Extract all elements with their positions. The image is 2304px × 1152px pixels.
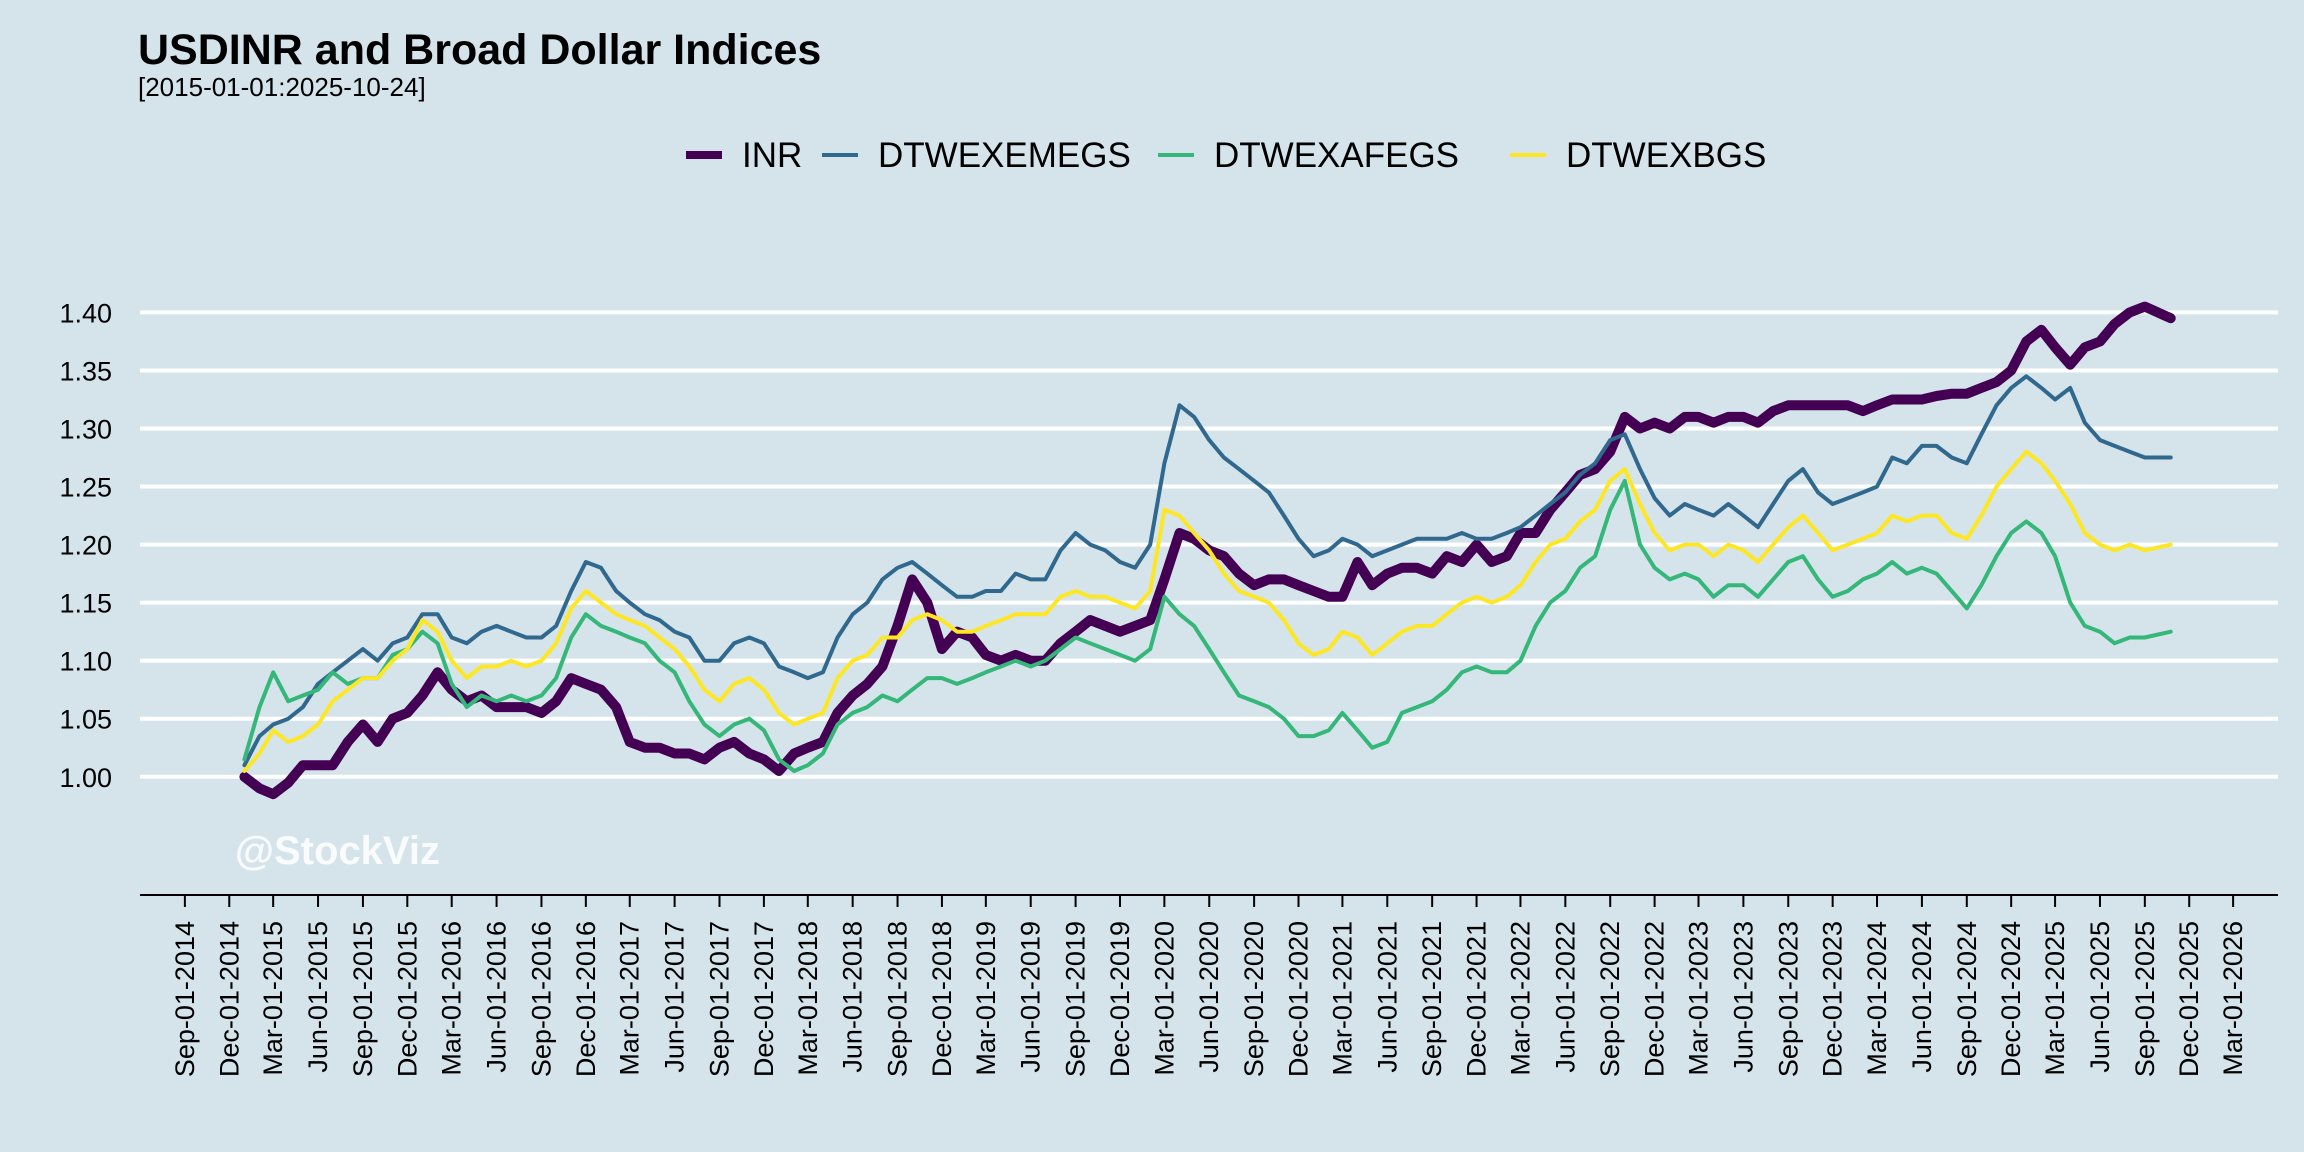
x-tick-label: Sep-01-2022 xyxy=(1595,921,1625,1077)
x-tick-label: Dec-01-2016 xyxy=(571,921,601,1077)
y-axis: 1.00 1.05 1.10 1.15 1.20 1.25 1.30 1.35 1.40 xyxy=(59,298,112,792)
x-tick-label: Sep-01-2025 xyxy=(2130,921,2160,1077)
watermark: @StockViz xyxy=(235,829,440,873)
x-tick-label: Dec-01-2015 xyxy=(392,921,422,1077)
x-tick-label: Dec-01-2021 xyxy=(1462,921,1492,1077)
y-tick-label: 1.15 xyxy=(59,589,112,619)
chart-subtitle: [2015-01-01:2025-10-24] xyxy=(138,72,426,102)
x-tick-label: Sep-01-2015 xyxy=(348,921,378,1077)
legend-label-dtwexbgs: DTWEXBGS xyxy=(1566,136,1766,175)
x-axis: Sep-01-2014 Dec-01-2014 Mar-01-2015 Jun-01-… xyxy=(140,894,2278,1077)
series-line-dtwexafegs xyxy=(242,478,2173,773)
x-tick-label: Mar-01-2017 xyxy=(615,921,645,1076)
x-tick-label: Jun-01-2025 xyxy=(2085,921,2115,1073)
x-tick-label: Sep-01-2024 xyxy=(1952,921,1982,1077)
legend-label-dtwexemegs: DTWEXEMEGS xyxy=(878,136,1131,175)
x-tick-label: Dec-01-2019 xyxy=(1105,921,1135,1077)
x-tick-label: Dec-01-2024 xyxy=(1996,921,2026,1077)
x-tick-label: Mar-01-2023 xyxy=(1684,921,1714,1076)
x-tick-label: Sep-01-2016 xyxy=(526,921,556,1077)
y-tick-label: 1.20 xyxy=(59,531,112,561)
x-tick-label: Sep-01-2017 xyxy=(704,921,734,1077)
y-tick-label: 1.25 xyxy=(59,473,112,503)
x-tick-label: Dec-01-2025 xyxy=(2174,921,2204,1077)
x-tick-label: Mar-01-2024 xyxy=(1862,921,1892,1076)
series-lines xyxy=(239,301,2176,800)
x-tick-label: Sep-01-2021 xyxy=(1417,921,1447,1077)
x-tick-label: Mar-01-2019 xyxy=(971,921,1001,1076)
x-tick-label: Dec-01-2023 xyxy=(1818,921,1848,1077)
x-tick-label: Sep-01-2020 xyxy=(1239,921,1269,1077)
x-tick-label: Jun-01-2016 xyxy=(482,921,512,1073)
x-tick-label: Mar-01-2015 xyxy=(258,921,288,1076)
x-tick-label: Mar-01-2020 xyxy=(1149,921,1179,1076)
x-tick-label: Jun-01-2018 xyxy=(838,921,868,1073)
x-tick-label: Jun-01-2022 xyxy=(1550,921,1580,1073)
x-tick-label: Dec-01-2017 xyxy=(749,921,779,1077)
x-tick-label: Sep-01-2014 xyxy=(170,921,200,1077)
x-tick-label: Dec-01-2014 xyxy=(214,921,244,1077)
x-tick-label: Dec-01-2020 xyxy=(1284,921,1314,1077)
y-tick-label: 1.35 xyxy=(59,356,112,386)
x-tick-label: Jun-01-2024 xyxy=(1907,921,1937,1073)
x-tick-label: Dec-01-2018 xyxy=(927,921,957,1077)
chart-legend: INR DTWEXEMEGS DTWEXAFEGS DTWEXBGS xyxy=(686,136,1766,175)
x-tick-label: Mar-01-2026 xyxy=(2218,921,2248,1076)
x-tick-label: Sep-01-2023 xyxy=(1773,921,1803,1077)
y-tick-label: 1.00 xyxy=(59,763,112,793)
x-tick-label: Jun-01-2020 xyxy=(1194,921,1224,1073)
y-tick-label: 1.30 xyxy=(59,415,112,445)
legend-label-dtwexafegs: DTWEXAFEGS xyxy=(1214,136,1459,175)
y-tick-label: 1.05 xyxy=(59,705,112,735)
x-tick-label: Mar-01-2025 xyxy=(2040,921,2070,1076)
x-tick-label: Mar-01-2018 xyxy=(793,921,823,1076)
x-tick-label: Sep-01-2019 xyxy=(1061,921,1091,1077)
y-tick-label: 1.40 xyxy=(59,298,112,328)
series-line-dtwexbgs xyxy=(242,449,2173,773)
x-tick-label: Mar-01-2021 xyxy=(1327,921,1357,1076)
chart-title: USDINR and Broad Dollar Indices xyxy=(138,26,822,74)
grid-lines xyxy=(140,310,2278,779)
x-tick-label: Jun-01-2017 xyxy=(660,921,690,1073)
x-tick-label: Sep-01-2018 xyxy=(883,921,913,1077)
series-line-dtwexemegs xyxy=(242,374,2173,768)
y-tick-label: 1.10 xyxy=(59,647,112,677)
x-tick-label: Jun-01-2023 xyxy=(1728,921,1758,1073)
x-tick-label: Dec-01-2022 xyxy=(1640,921,1670,1077)
x-tick-label: Jun-01-2021 xyxy=(1372,921,1402,1073)
x-tick-label: Jun-01-2019 xyxy=(1016,921,1046,1073)
x-tick-label: Mar-01-2016 xyxy=(437,921,467,1076)
x-tick-label: Mar-01-2022 xyxy=(1505,921,1535,1076)
x-tick-label: Jun-01-2015 xyxy=(303,921,333,1073)
legend-label-inr: INR xyxy=(742,136,802,175)
